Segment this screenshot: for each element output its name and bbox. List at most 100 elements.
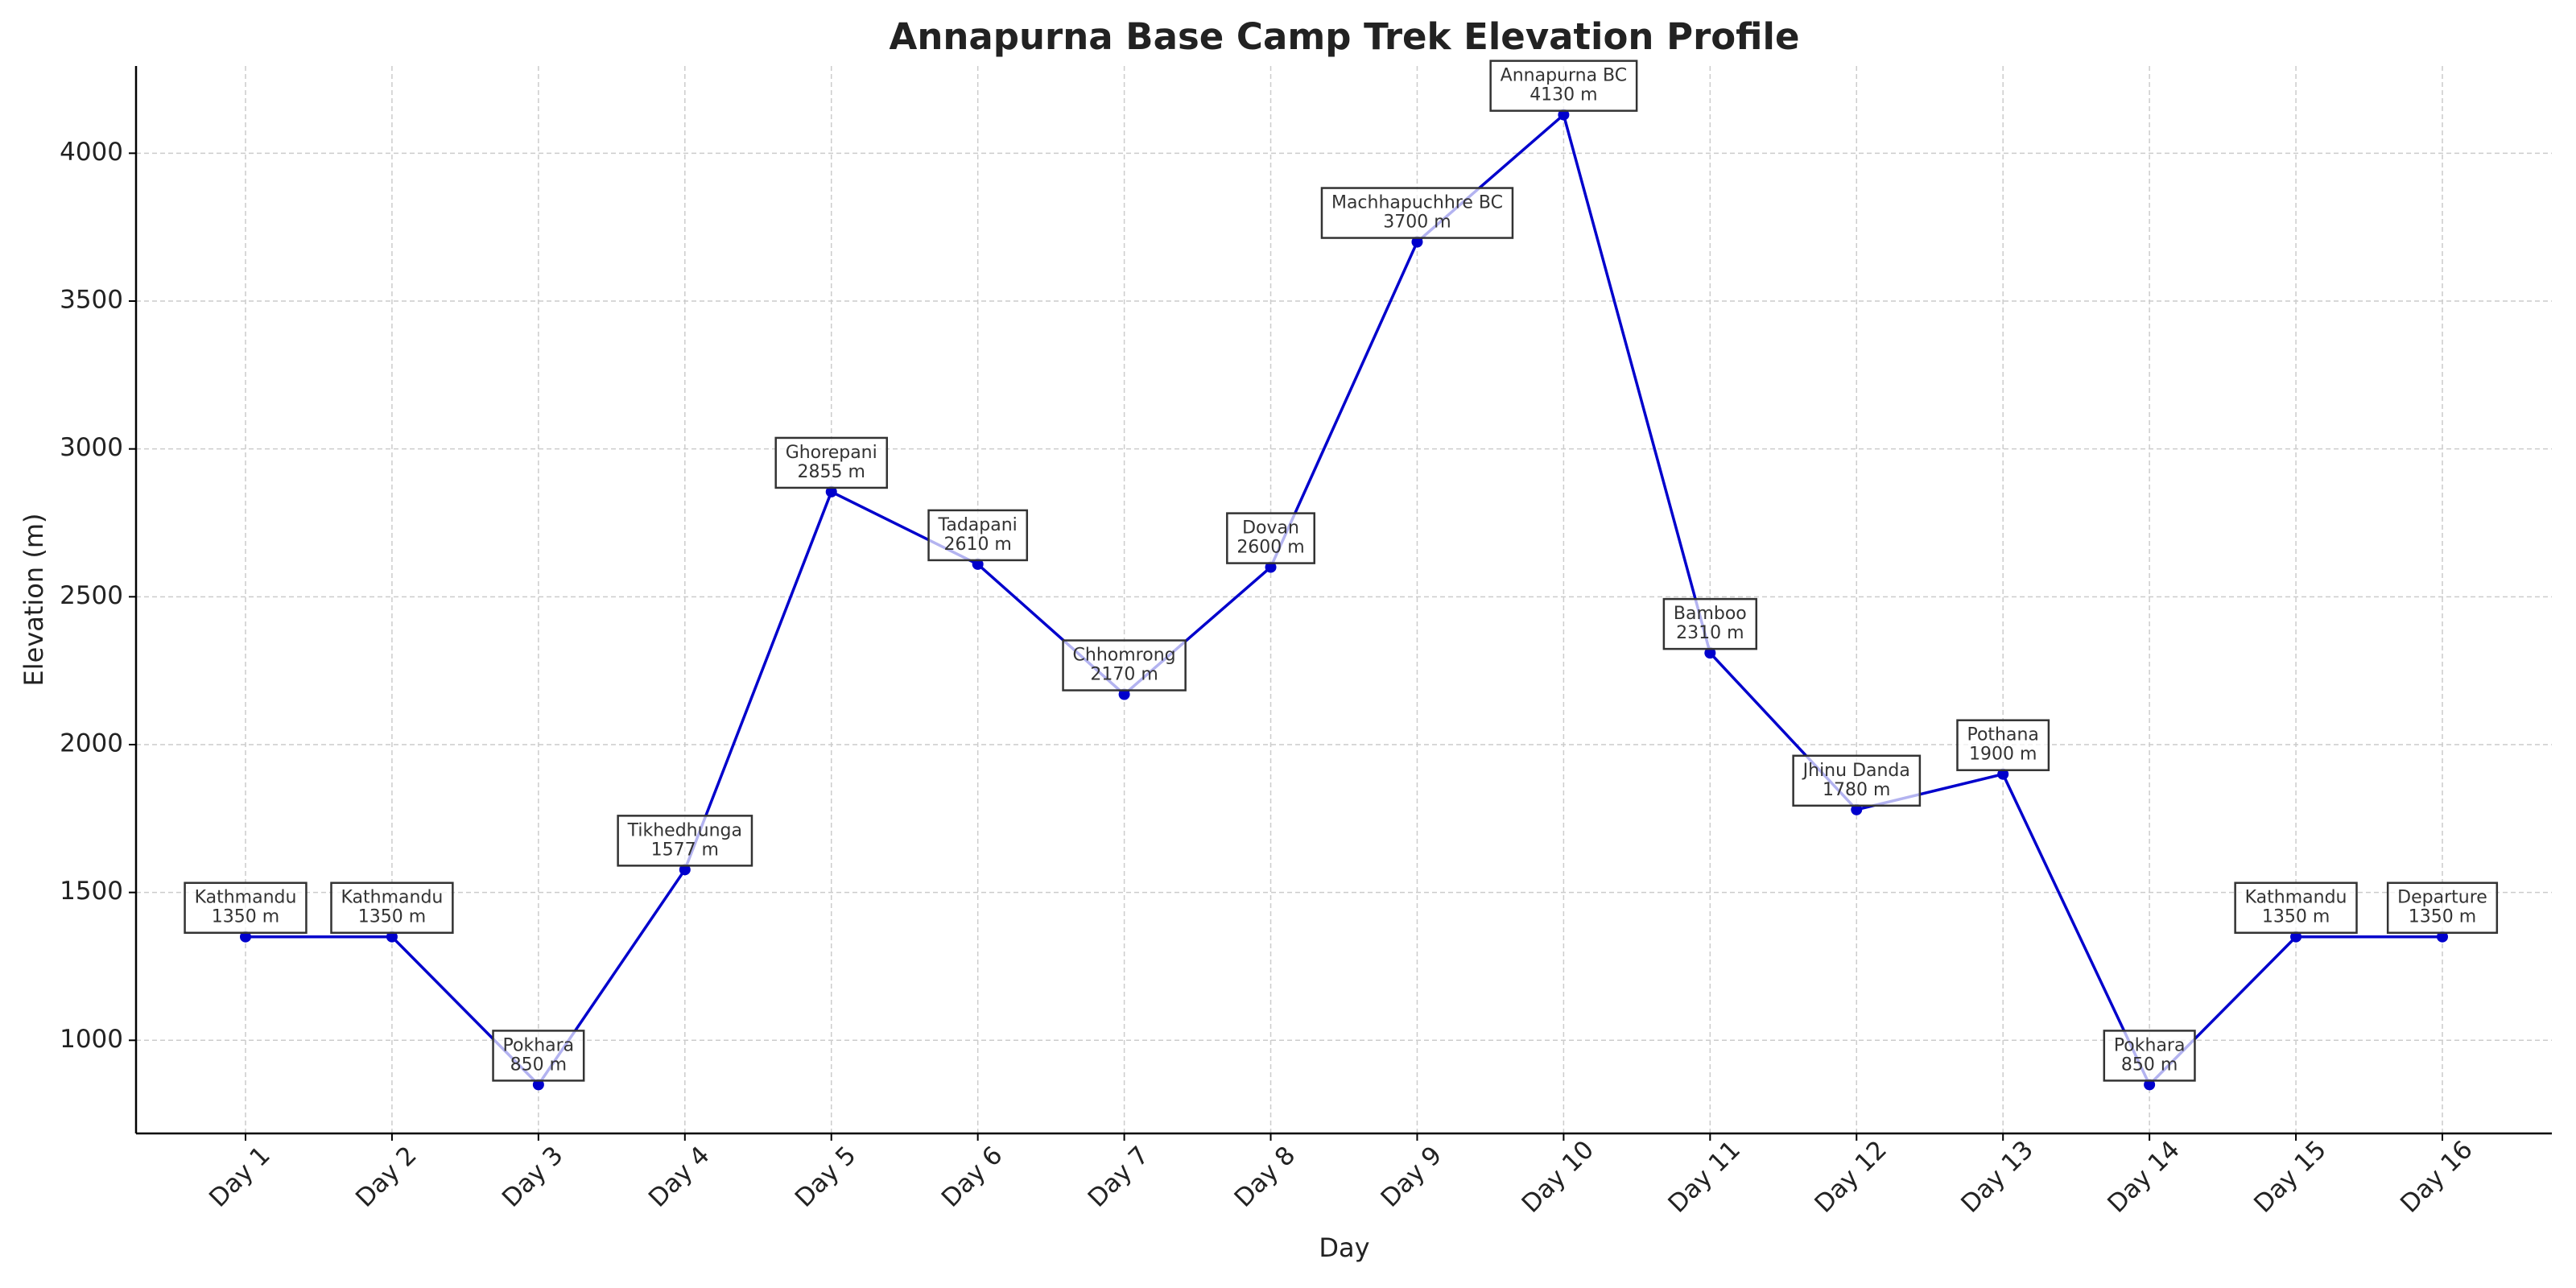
marker (2144, 1079, 2156, 1091)
annotation-name: Kathmandu (341, 888, 444, 908)
annotation-value: 3700 m (1383, 213, 1451, 233)
annotation-name: Jhinu Danda (1802, 761, 1910, 781)
annotation-box (1662, 597, 1758, 650)
x-tick-label: Day 9 (1376, 1141, 1448, 1213)
marker (1265, 561, 1277, 573)
marker (1118, 688, 1130, 700)
marker (1558, 109, 1570, 121)
marker (679, 864, 691, 876)
annotation-name: Kathmandu (2245, 888, 2347, 908)
annotation-value: 1350 m (358, 907, 426, 927)
y-tick-label: 2000 (60, 729, 123, 758)
y-tick-label: 1500 (60, 877, 123, 906)
annotation-name: Pokhara (2114, 1035, 2186, 1055)
annotation-box (330, 881, 454, 934)
annotation-value: 1900 m (1969, 745, 2037, 765)
annotation-value: 850 m (2121, 1055, 2178, 1075)
annotation-box (184, 881, 308, 934)
x-tick-label: Day 12 (1809, 1135, 1893, 1219)
annotation-name: Departure (2397, 888, 2487, 908)
x-tick-label: Day 3 (497, 1141, 569, 1213)
annotation-name: Pothana (1967, 725, 2038, 745)
marker (825, 485, 837, 497)
annotation-box (1226, 512, 1315, 564)
annotation-value: 2170 m (1090, 665, 1158, 685)
marker (972, 558, 984, 570)
annotation-box (774, 436, 889, 489)
annotation-value: 1350 m (2262, 907, 2330, 927)
annotation-box (2103, 1030, 2196, 1082)
marker (240, 931, 251, 943)
marker (2437, 931, 2448, 943)
x-tick-label: Day 5 (790, 1141, 862, 1213)
x-tick-label: Day 16 (2395, 1135, 2479, 1219)
y-tick-label: 3500 (60, 286, 123, 315)
annotation-value: 2610 m (943, 535, 1011, 555)
annotation-value: 2310 m (1676, 623, 1744, 643)
annotation-name: Pokhara (503, 1035, 575, 1055)
marker (2290, 931, 2302, 943)
annotation-value: 1577 m (651, 840, 719, 860)
x-tick-label: Day 2 (350, 1141, 423, 1213)
x-tick-label: Day 11 (1662, 1135, 1746, 1219)
y-tick-label: 2500 (60, 581, 123, 610)
x-tick-label: Day 4 (643, 1141, 716, 1213)
marker (532, 1079, 544, 1091)
x-tick-label: Day 15 (2248, 1135, 2332, 1219)
annotation-value: 4130 m (1530, 85, 1597, 105)
marker (1851, 803, 1863, 815)
marker (1704, 647, 1716, 659)
annotation-box (1320, 187, 1514, 239)
marker (386, 931, 398, 943)
annotation-name: Bamboo (1674, 604, 1747, 624)
x-tick-label: Day 1 (204, 1141, 276, 1213)
annotation-value: 850 m (510, 1055, 567, 1075)
annotation-name: Tikhedhunga (627, 820, 742, 840)
annotation-box (2386, 881, 2499, 934)
x-tick-label: Day 10 (1517, 1135, 1600, 1219)
annotation-value: 1780 m (1823, 780, 1890, 800)
marker (1997, 768, 2009, 780)
annotation-box (492, 1030, 585, 1082)
annotation-box (617, 815, 753, 867)
annotation-name: Tadapani (938, 515, 1018, 535)
y-tick-label: 4000 (60, 138, 123, 167)
marker (1411, 236, 1423, 248)
annotation-box (1956, 719, 2050, 771)
annotation-box (927, 509, 1029, 562)
annotation-name: Chhomrong (1073, 646, 1176, 666)
annotation-name: Kathmandu (195, 888, 297, 908)
x-tick-label: Day 8 (1229, 1141, 1302, 1213)
y-tick-label: 1000 (60, 1025, 123, 1054)
annotation-value: 1350 m (212, 907, 279, 927)
annotation-name: Annapurna BC (1501, 66, 1627, 86)
annotation-name: Ghorepani (786, 443, 877, 463)
annotation-value: 2600 m (1236, 538, 1304, 558)
x-tick-label: Day 7 (1083, 1141, 1155, 1213)
annotation-box (1062, 639, 1187, 691)
y-tick-label: 3000 (60, 433, 123, 462)
annotation-value: 2855 m (798, 462, 865, 482)
line (246, 112, 2442, 1088)
x-tick-label: Day 6 (936, 1141, 1009, 1213)
y-axis-label: Elevation (m) (19, 514, 49, 687)
annotation-value: 1350 m (2409, 907, 2476, 927)
